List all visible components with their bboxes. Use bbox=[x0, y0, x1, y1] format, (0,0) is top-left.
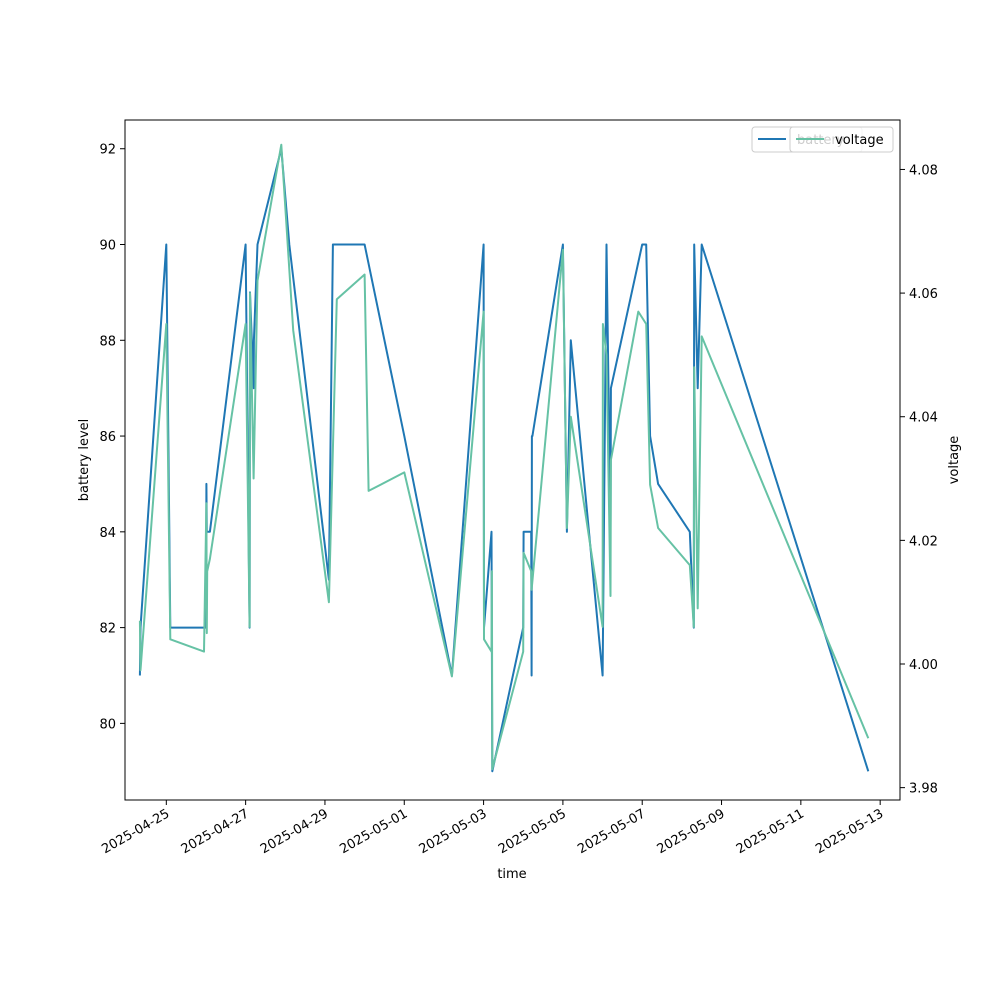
y2-tick-label: 4.06 bbox=[909, 287, 938, 302]
y-axis-left: 80 82 84 86 88 90 92 bbox=[99, 143, 125, 732]
legend-label-voltage: voltage bbox=[835, 133, 884, 148]
y2-tick-label: 4.08 bbox=[909, 163, 938, 178]
y-tick-label: 82 bbox=[99, 622, 116, 637]
y-tick-label: 88 bbox=[99, 334, 116, 349]
y2-tick-label: 4.04 bbox=[909, 411, 938, 426]
series-line-voltage bbox=[138, 143, 870, 771]
plot-area bbox=[125, 120, 900, 800]
y2-tick-label: 4.02 bbox=[909, 534, 938, 549]
y-tick-label: 90 bbox=[99, 239, 116, 254]
x-axis-label: time bbox=[497, 867, 526, 882]
plot-frame bbox=[124, 119, 901, 801]
legend-box-voltage bbox=[789, 126, 894, 153]
series-line-battery bbox=[138, 147, 870, 773]
y2-tick-label: 4.00 bbox=[909, 658, 938, 673]
legend-right-axis: voltage bbox=[789, 126, 894, 153]
y-axis-right: 3.98 4.00 4.02 4.04 4.06 4.08 bbox=[900, 163, 938, 797]
y-tick-label: 80 bbox=[99, 717, 116, 732]
series-layer bbox=[138, 143, 870, 773]
y-tick-label: 86 bbox=[99, 430, 116, 445]
y2-tick-label: 3.98 bbox=[909, 782, 938, 797]
y2-axis-label: voltage bbox=[947, 436, 962, 485]
y-tick-label: 84 bbox=[99, 526, 116, 541]
y-axis-label: battery level bbox=[77, 419, 92, 502]
y-tick-label: 92 bbox=[99, 143, 116, 158]
